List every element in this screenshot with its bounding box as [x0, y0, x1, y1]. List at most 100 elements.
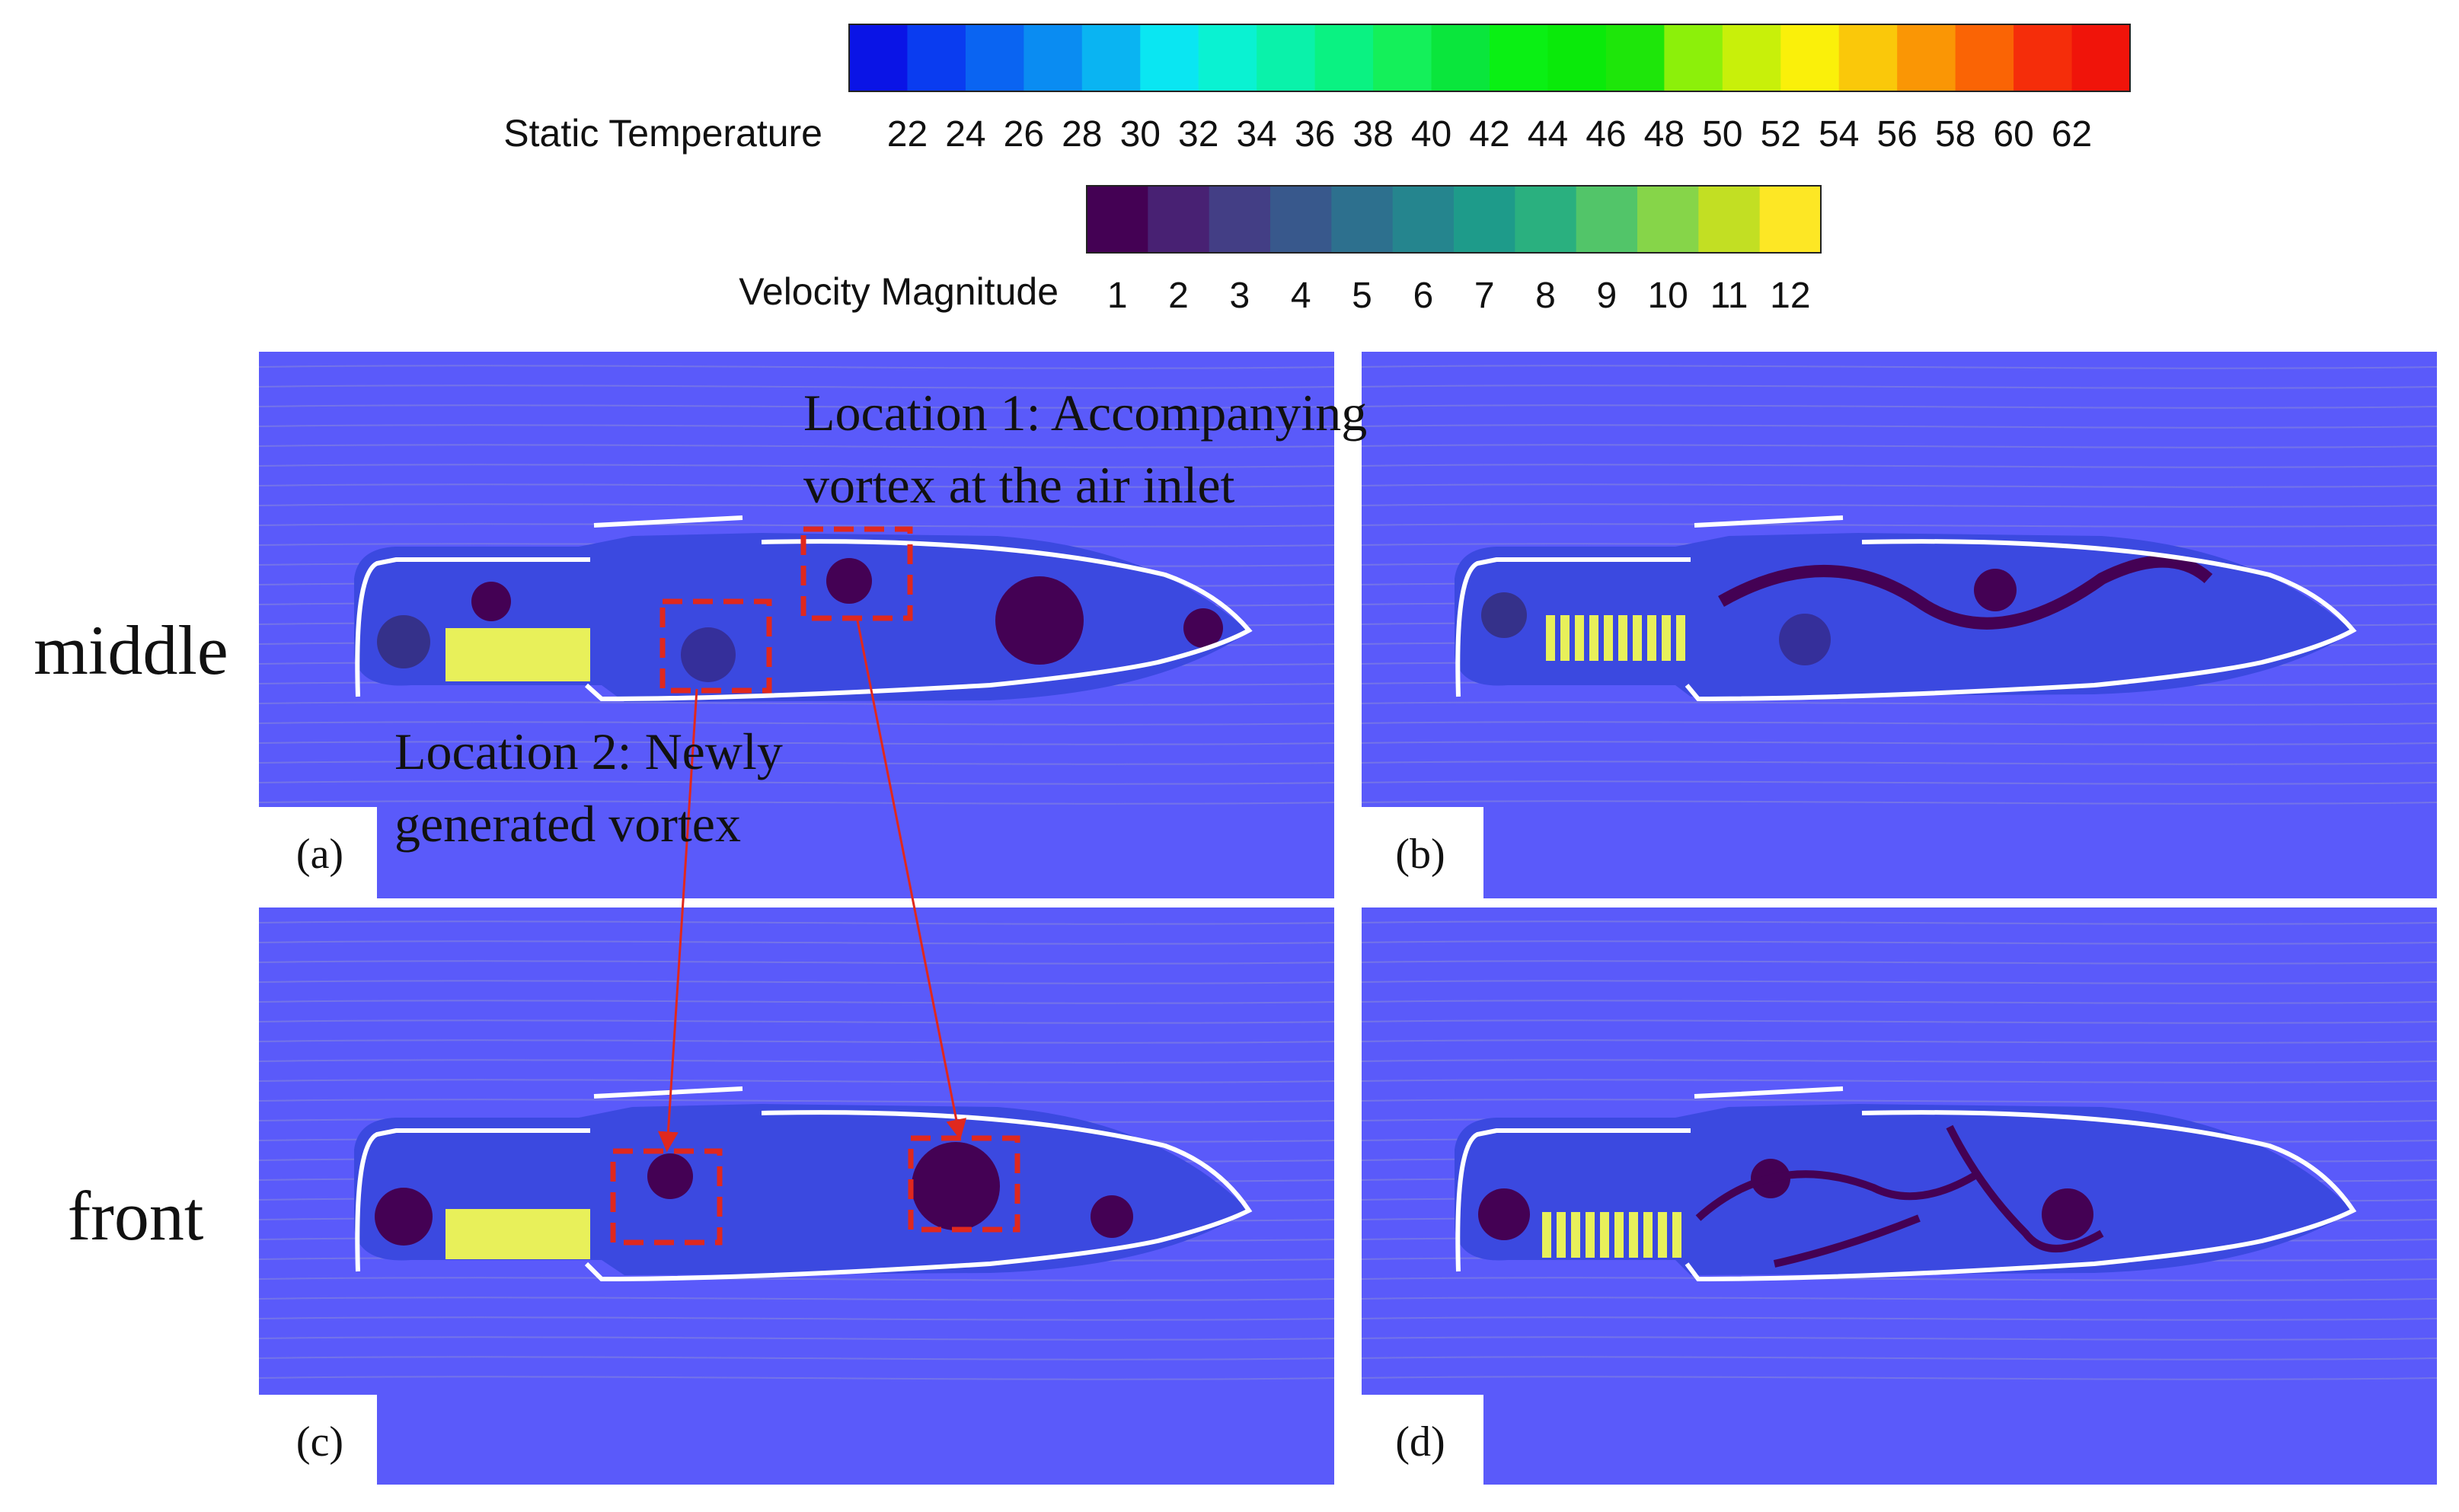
temperature-swatch: [2071, 24, 2131, 91]
streamline: [1362, 424, 2437, 429]
temperature-tick-label: 46: [1586, 114, 1626, 155]
streamline: [259, 503, 1334, 508]
velocity-tick-label: 3: [1229, 276, 1250, 316]
temperature-tick-label: 58: [1935, 114, 1975, 155]
battery-cell: [1575, 615, 1584, 661]
temperature-tick-label: 56: [1876, 114, 1917, 155]
panel-b-battery-cells: [1546, 615, 1685, 661]
temperature-tick-label: 22: [887, 114, 928, 155]
streamline: [1362, 1059, 2437, 1064]
battery-cell: [1629, 1212, 1638, 1258]
temperature-swatch: [1257, 24, 1316, 91]
row-label-middle: middle: [34, 611, 228, 689]
battery-cell: [1672, 1212, 1681, 1258]
velocity-tick-label: 4: [1291, 276, 1311, 316]
streamline: [259, 780, 1334, 785]
battery-cell: [1604, 615, 1613, 661]
temperature-tick-label: 34: [1236, 114, 1276, 155]
streamline: [1362, 1039, 2437, 1044]
panel-c-label-box: [259, 1395, 377, 1485]
streamline: [259, 980, 1334, 984]
streamline: [1362, 1336, 2437, 1341]
battery-cell: [1546, 615, 1555, 661]
temperature-swatch: [1547, 24, 1607, 91]
temperature-tick-label: 40: [1411, 114, 1451, 155]
temperature-tick-label: 32: [1178, 114, 1218, 155]
panel-c-battery-pack: [445, 1209, 590, 1259]
temperature-swatch: [1198, 24, 1257, 91]
panel-a: (a): [259, 352, 1334, 898]
temperature-swatch: [1838, 24, 1898, 91]
velocity-colorbar-ticks: 1 2 3 4 5 6 7 8 9 10 11 12: [1107, 276, 1811, 316]
battery-cell: [1589, 615, 1598, 661]
streamline: [259, 800, 1334, 805]
velocity-swatch: [1087, 186, 1148, 253]
velocity-tick-label: 9: [1596, 276, 1617, 316]
streamline: [259, 1356, 1334, 1360]
panel-d-vehicle-wall: [1455, 1086, 2357, 1282]
streamline: [1362, 404, 2437, 409]
streamline: [1362, 1277, 2437, 1281]
streamline: [1362, 701, 2437, 706]
velocity-swatch: [1331, 186, 1394, 253]
panel-c-vortex-location2: [647, 1153, 693, 1199]
panel-a-battery-pack: [445, 628, 590, 681]
streamline: [1362, 523, 2437, 528]
temperature-colorbar-swatches: [849, 24, 2131, 91]
streamline: [1362, 761, 2437, 765]
panel-b-label-box: [1362, 807, 1483, 898]
temperature-tick-label: 60: [1993, 114, 2033, 155]
panel-b-vortex-inlet: [1481, 592, 1527, 638]
temperature-tick-label: 30: [1120, 114, 1161, 155]
battery-cell: [1647, 615, 1656, 661]
streamline: [259, 1297, 1334, 1301]
battery-cell: [1633, 615, 1642, 661]
panel-c-vortex-location1: [912, 1142, 1000, 1230]
velocity-tick-label: 7: [1474, 276, 1495, 316]
streamline: [259, 701, 1334, 706]
streamline: [259, 920, 1334, 925]
streamline: [1362, 483, 2437, 488]
temperature-swatch: [1664, 24, 1723, 91]
temperature-tick-label: 48: [1644, 114, 1685, 155]
streamline: [259, 1277, 1334, 1281]
streamline: [1362, 940, 2437, 945]
battery-cell: [1658, 1212, 1667, 1258]
streamline: [259, 483, 1334, 488]
panel-c-field-lower: [377, 1395, 1334, 1485]
streamline: [259, 1099, 1334, 1103]
panel-d-vortex-rear: [2042, 1188, 2093, 1240]
streamline: [1362, 1099, 2437, 1103]
panel-a-label-box: [259, 807, 377, 898]
temperature-tick-label: 24: [945, 114, 985, 155]
streamline: [259, 1019, 1334, 1024]
velocity-swatch: [1209, 186, 1271, 253]
battery-cell: [1643, 1212, 1653, 1258]
panel-d-battery-cells: [1542, 1212, 1681, 1258]
streamline: [1362, 1316, 2437, 1321]
panel-d-shear-layers: [1695, 1124, 2104, 1268]
velocity-swatch: [1148, 186, 1210, 253]
velocity-swatch: [1759, 186, 1822, 253]
temperature-tick-label: 44: [1528, 114, 1568, 155]
panel-c-vortex-inlet: [375, 1188, 433, 1246]
location1-label-line1: Location 1: Accompanying: [803, 384, 1367, 442]
velocity-tick-label: 12: [1770, 276, 1810, 316]
streamline: [1362, 780, 2437, 785]
panel-a-vortex-upper: [471, 582, 511, 621]
panel-a-vortex-main: [995, 576, 1084, 665]
temperature-colorbar-ticks: 22 24 26 28 30 32 34 36 38 40 42 44 46 48 50 52 54 56 58 60…: [887, 114, 2092, 155]
velocity-swatch: [1392, 186, 1455, 253]
velocity-tick-label: 11: [1710, 276, 1748, 316]
velocity-tick-label: 8: [1535, 276, 1556, 316]
battery-cell: [1586, 1212, 1595, 1258]
streamline: [1362, 741, 2437, 745]
velocity-colorbar-swatches: [1087, 186, 1822, 253]
streamline: [259, 1000, 1334, 1004]
panel-a-field-lower: [377, 807, 1334, 898]
vortex-annotations: [610, 526, 1020, 1246]
temperature-tick-label: 36: [1295, 114, 1335, 155]
streamline: [259, 424, 1334, 429]
streamline: [1362, 384, 2437, 389]
